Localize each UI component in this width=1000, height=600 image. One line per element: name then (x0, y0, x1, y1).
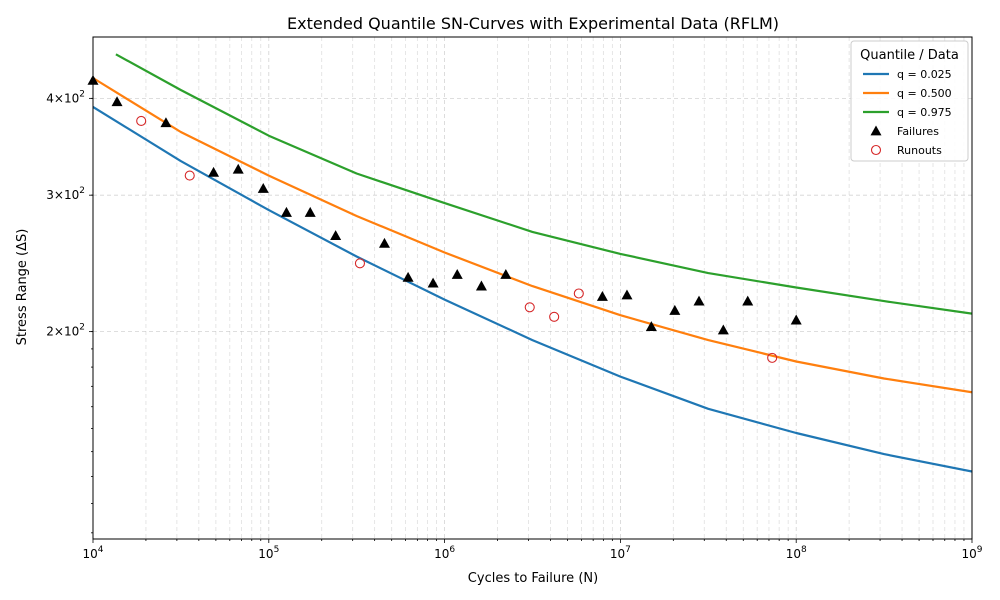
x-tick-exponent: 7 (625, 545, 631, 555)
runout-marker (354, 258, 366, 269)
failure-marker (280, 206, 292, 217)
runout-marker (184, 170, 195, 181)
runout-marker (136, 115, 147, 127)
failure-marker (693, 295, 705, 306)
x-tick-exponent: 4 (98, 545, 104, 555)
failure-marker (500, 269, 512, 279)
failure-marker (402, 271, 414, 282)
failure-marker (160, 117, 172, 128)
failure-marker (208, 166, 220, 177)
failure-marker (257, 183, 269, 193)
legend-failure-marker (870, 125, 882, 136)
y-tick-label: 2×102 (46, 323, 85, 339)
failure-marker (330, 230, 342, 241)
plot-frame (92, 36, 973, 540)
failure-marker (669, 304, 681, 315)
failure-marker (475, 280, 487, 291)
failure-marker (304, 206, 316, 217)
series-line-2 (93, 77, 972, 394)
y-tick-label: 3×102 (46, 186, 85, 202)
failure-marker (790, 314, 802, 325)
failure-marker (232, 163, 244, 174)
legend: Quantile / Data q = 0.025 q = 0.500 q = 0.9… (850, 40, 969, 162)
data-markers (87, 74, 802, 363)
legend-entry-label: q = 0.500 (897, 87, 952, 100)
y-tick-exponent: 2 (79, 323, 85, 333)
x-tick-exponent: 5 (274, 545, 280, 555)
y-axis-label: Stress Range (ΔS) (15, 229, 30, 346)
x-tick-exponent: 9 (977, 545, 983, 555)
series-lines (93, 53, 972, 473)
failure-marker (451, 269, 463, 279)
series-line-1 (93, 105, 972, 473)
legend-box (850, 40, 969, 162)
runout-marker (549, 311, 560, 322)
failure-marker (427, 277, 439, 288)
runout-marker (767, 352, 778, 363)
failure-marker (596, 291, 608, 301)
x-tick-exponent: 8 (801, 545, 807, 555)
legend-runout-marker (870, 144, 882, 156)
failure-marker (742, 295, 754, 306)
legend-title: Quantile / Data (860, 48, 959, 63)
failure-marker (717, 324, 729, 335)
y-tick-exponent: 2 (79, 89, 85, 99)
y-tick-label: 4×102 (46, 89, 85, 105)
x-axis-label: Cycles to Failure (N) (468, 571, 598, 586)
failure-marker (645, 321, 657, 332)
failure-marker (621, 289, 633, 300)
y-tick-exponent: 2 (79, 186, 85, 196)
runout-marker (573, 288, 584, 299)
legend-entry-label: Failures (897, 125, 939, 138)
legend-entry-label: q = 0.025 (897, 68, 952, 81)
series-line-3 (115, 53, 972, 315)
chart-title: Extended Quantile SN-Curves with Experim… (287, 14, 779, 33)
x-tick-exponent: 6 (449, 545, 455, 555)
failure-marker (111, 96, 123, 107)
legend-entry-label: q = 0.975 (897, 106, 952, 119)
legend-entry-label: Runouts (897, 144, 942, 157)
failure-marker (378, 237, 390, 248)
runout-marker (524, 302, 535, 313)
